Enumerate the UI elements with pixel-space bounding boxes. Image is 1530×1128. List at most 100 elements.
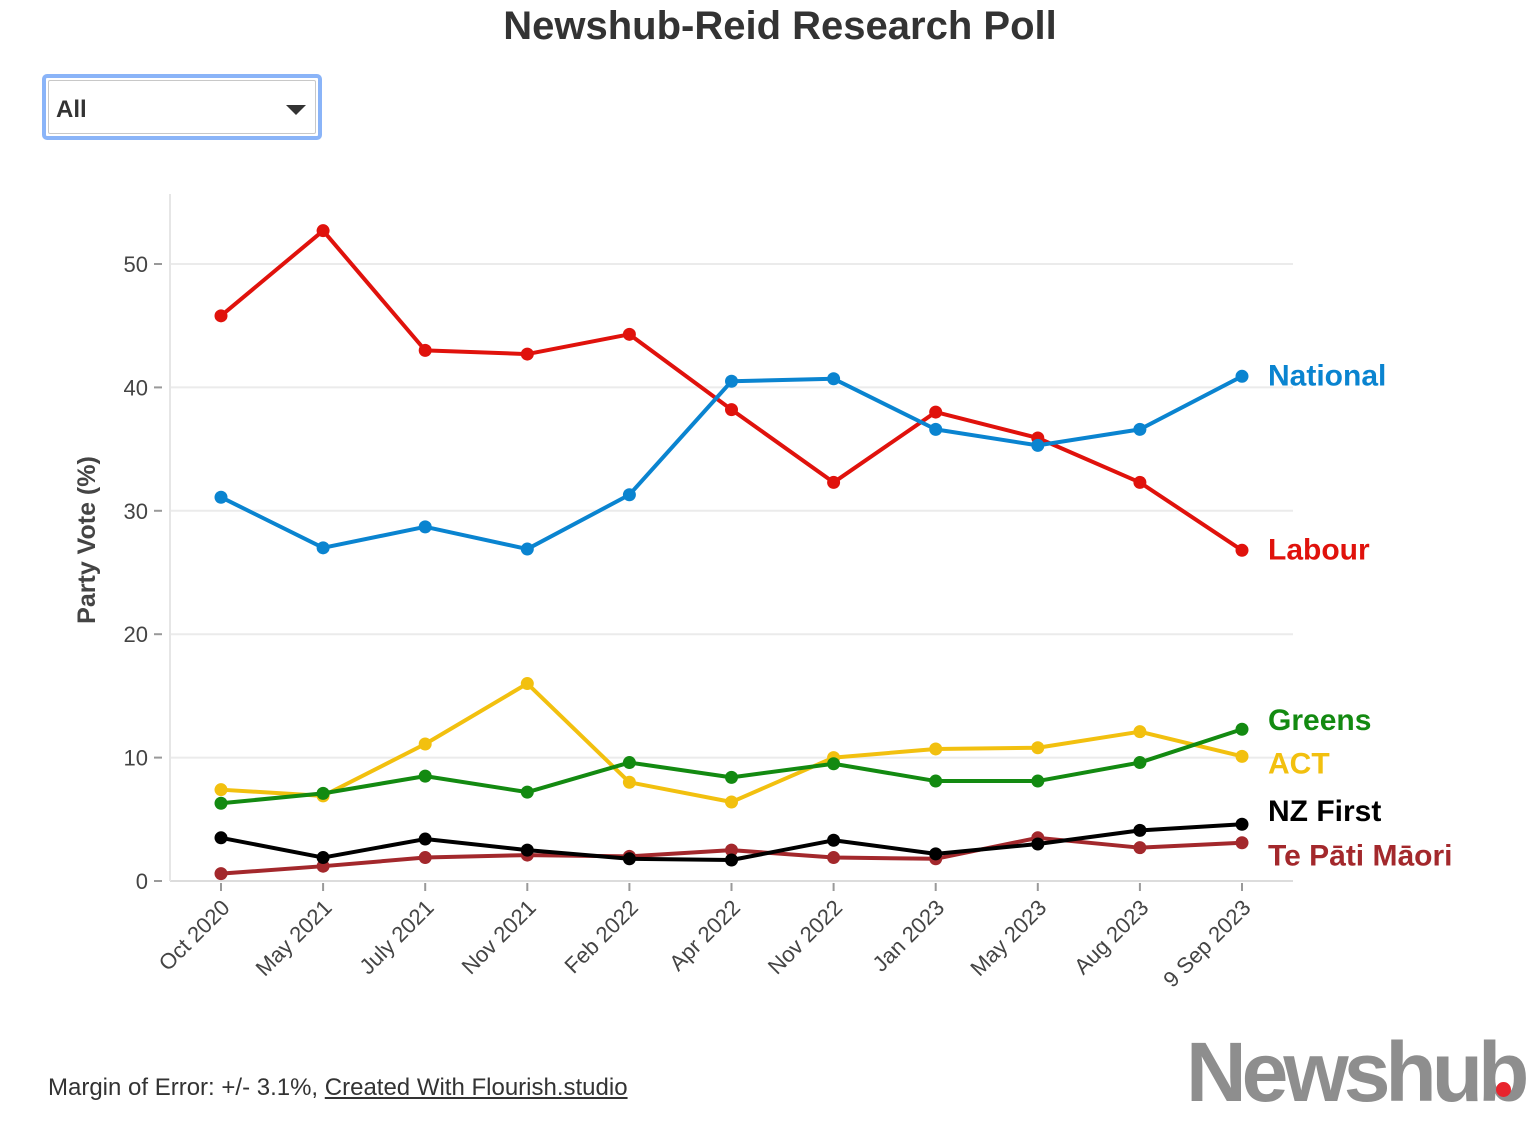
data-point[interactable] (418, 520, 432, 534)
data-point[interactable] (418, 851, 432, 865)
chart-title: Newshub-Reid Research Poll (503, 4, 1057, 48)
data-point[interactable] (1235, 836, 1249, 850)
data-point[interactable] (1133, 422, 1147, 436)
data-point[interactable] (827, 475, 841, 489)
data-point[interactable] (622, 852, 636, 866)
x-tick-label: 9 Sep 2023 (1158, 895, 1255, 992)
series-labels: National Labour Greens ACT NZ First Te Pāti M… (1268, 359, 1452, 872)
party-filter-dropdown[interactable]: All (42, 74, 322, 140)
x-tick-label: Nov 2022 (763, 895, 847, 979)
y-tick-label: 10 (124, 746, 148, 771)
data-point[interactable] (725, 770, 738, 784)
data-point[interactable] (418, 737, 432, 751)
data-point[interactable] (725, 853, 738, 867)
data-point[interactable] (520, 542, 534, 556)
series-end-label: National (1268, 359, 1386, 392)
data-point[interactable] (622, 488, 636, 502)
data-point[interactable] (214, 867, 228, 881)
dropdown-inner-border (48, 80, 316, 134)
x-tick-label: May 2021 (251, 895, 337, 981)
series-end-label: ACT (1268, 747, 1330, 780)
data-point[interactable] (929, 405, 943, 419)
data-point[interactable] (1235, 817, 1249, 831)
data-point[interactable] (1133, 475, 1147, 489)
data-point[interactable] (316, 786, 330, 800)
x-tick-label: Nov 2021 (457, 895, 541, 979)
data-point[interactable] (1031, 774, 1045, 788)
data-point[interactable] (1133, 841, 1147, 855)
data-point[interactable] (1133, 756, 1147, 770)
logo-dot (1496, 1082, 1511, 1097)
margin-of-error-text: Margin of Error: +/- 3.1%, (48, 1074, 325, 1101)
y-axis-title: Party Vote (%) (73, 456, 101, 624)
data-point[interactable] (316, 541, 330, 555)
data-point[interactable] (418, 769, 432, 783)
data-point[interactable] (827, 851, 841, 865)
footer: Margin of Error: +/- 3.1%, Created With … (48, 1074, 628, 1102)
data-point[interactable] (418, 343, 432, 357)
data-point[interactable] (622, 756, 636, 770)
data-point[interactable] (214, 831, 228, 845)
data-point[interactable] (520, 677, 534, 691)
data-point[interactable] (520, 785, 534, 799)
data-point[interactable] (214, 490, 228, 504)
newshub-logo: Newshub (1186, 1025, 1529, 1119)
series-end-label: Greens (1268, 704, 1371, 737)
data-point[interactable] (316, 851, 330, 865)
data-point[interactable] (214, 796, 228, 810)
data-point[interactable] (418, 832, 432, 846)
data-point[interactable] (1235, 543, 1249, 557)
data-point[interactable] (520, 347, 534, 361)
data-point[interactable] (622, 775, 636, 789)
data-point[interactable] (316, 224, 330, 238)
series-group (214, 224, 1249, 881)
x-tick-label: Feb 2022 (560, 895, 643, 978)
data-point[interactable] (1031, 837, 1045, 851)
series-end-label: NZ First (1268, 795, 1381, 828)
data-point[interactable] (622, 327, 636, 341)
series-line (219, 228, 1244, 552)
series-national (214, 369, 1249, 556)
data-point[interactable] (1133, 823, 1147, 837)
flourish-credit-link[interactable]: Created With Flourish.studio (324, 1074, 628, 1101)
data-point[interactable] (1031, 741, 1045, 755)
data-point[interactable] (929, 847, 943, 861)
data-point[interactable] (929, 422, 943, 436)
data-point[interactable] (725, 403, 738, 417)
data-point[interactable] (214, 309, 228, 323)
series-nz-first (214, 817, 1249, 867)
data-point[interactable] (1235, 369, 1249, 383)
series-line (220, 374, 1243, 552)
data-point[interactable] (827, 833, 841, 847)
data-point[interactable] (1235, 749, 1249, 763)
series-act (214, 677, 1249, 809)
x-tick-label: Oct 2020 (154, 895, 235, 976)
series-labour (214, 224, 1249, 557)
series-greens (214, 722, 1249, 810)
data-point[interactable] (520, 843, 534, 857)
x-tick-label: Apr 2022 (664, 895, 745, 976)
x-tick-label: May 2023 (965, 895, 1051, 981)
data-point[interactable] (725, 795, 738, 809)
data-point[interactable] (1133, 725, 1147, 739)
y-tick-label: 30 (124, 499, 148, 524)
series-end-label: Te Pāti Māori (1268, 840, 1452, 873)
series-end-label: Labour (1268, 533, 1370, 566)
data-point[interactable] (1235, 722, 1249, 736)
data-point[interactable] (827, 372, 841, 386)
data-point[interactable] (929, 742, 943, 756)
y-tick-label: 0 (136, 869, 148, 894)
y-tick-label: 40 (124, 375, 148, 400)
data-point[interactable] (827, 757, 841, 771)
dropdown-selected-value: All (56, 96, 87, 123)
data-point[interactable] (725, 374, 738, 388)
x-tick-label: Jan 2023 (868, 895, 950, 977)
data-point[interactable] (929, 774, 943, 788)
chevron-down-icon[interactable] (286, 105, 306, 115)
x-tick-label: Aug 2023 (1069, 895, 1153, 979)
x-tick-label: July 2021 (354, 895, 438, 979)
data-point[interactable] (725, 843, 738, 857)
data-point[interactable] (214, 783, 228, 797)
data-point[interactable] (1031, 438, 1045, 452)
